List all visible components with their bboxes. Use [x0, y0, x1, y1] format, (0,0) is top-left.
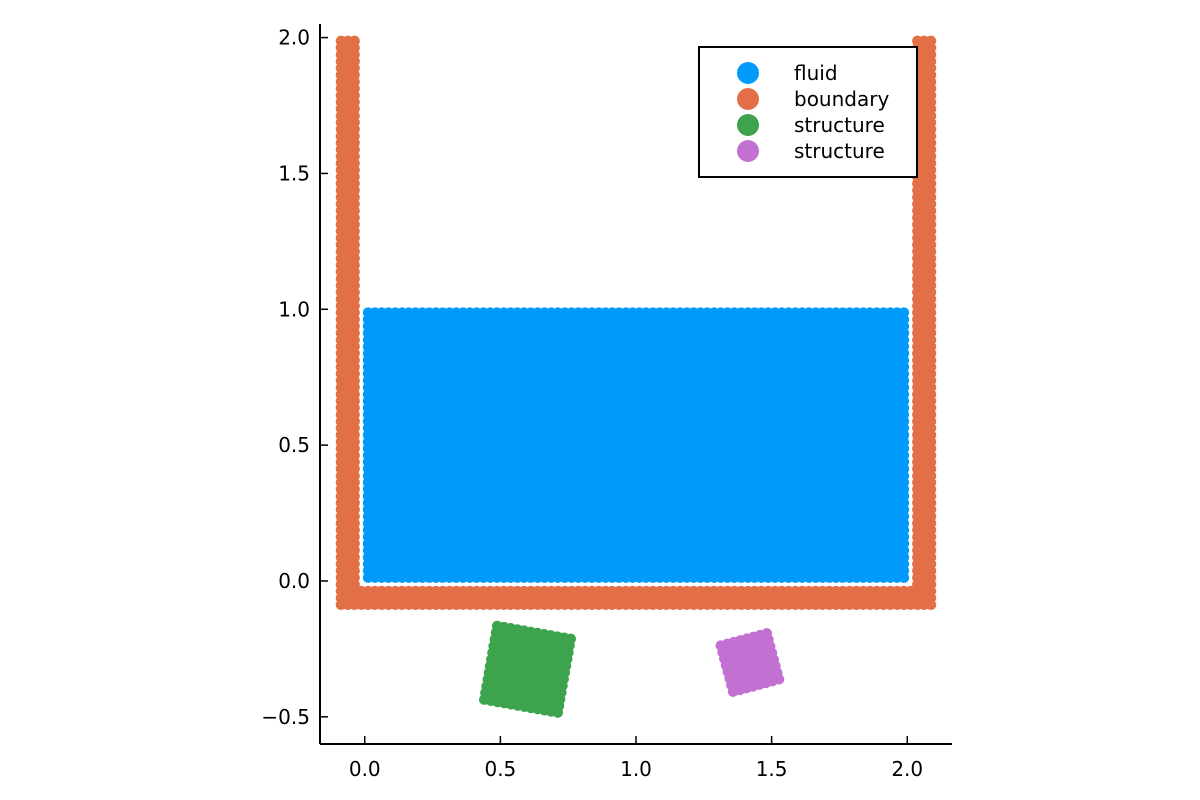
y-tick-label: 0.0 [278, 569, 310, 593]
x-tick-label: 0.5 [484, 757, 516, 781]
fluid-point [898, 307, 910, 318]
y-tick-label: −0.5 [261, 705, 310, 729]
y-tick-label: 1.0 [278, 297, 310, 321]
boundary-point [925, 35, 937, 47]
x-tick-label: 2.0 [891, 757, 923, 781]
legend-label-boundary: boundary [794, 87, 889, 111]
series-boundary-1 [335, 35, 937, 611]
y-tick-label: 2.0 [278, 26, 310, 50]
x-tick-label: 1.0 [620, 757, 652, 781]
legend-label-structure: structure [794, 139, 885, 163]
y-tick-label: 1.5 [278, 161, 310, 185]
legend-marker-fluid [737, 62, 759, 84]
series-structure-2 [479, 620, 577, 718]
legend-label-structure: structure [794, 113, 885, 137]
legend-marker-boundary [737, 88, 759, 110]
x-tick-label: 1.5 [756, 757, 788, 781]
series-structure-3 [715, 628, 785, 697]
legend-box [698, 46, 918, 178]
x-tick-label: 0.0 [349, 757, 381, 781]
series-layer [335, 35, 937, 718]
tick-layer: 0.0 0.5 1.0 1.5 2.0 −0.5 0.0 0.5 1.0 1.5 2.0 [261, 26, 923, 781]
structure-point [565, 633, 577, 645]
legend-marker-structure [737, 140, 759, 162]
boundary-point [349, 35, 360, 47]
y-tick-label: 0.5 [278, 433, 310, 457]
series-fluid-0 [362, 307, 910, 583]
boundary-point [905, 585, 916, 597]
legend-label-fluid: fluid [794, 61, 838, 85]
legend-marker-structure [737, 114, 759, 136]
structure-point [761, 628, 773, 639]
